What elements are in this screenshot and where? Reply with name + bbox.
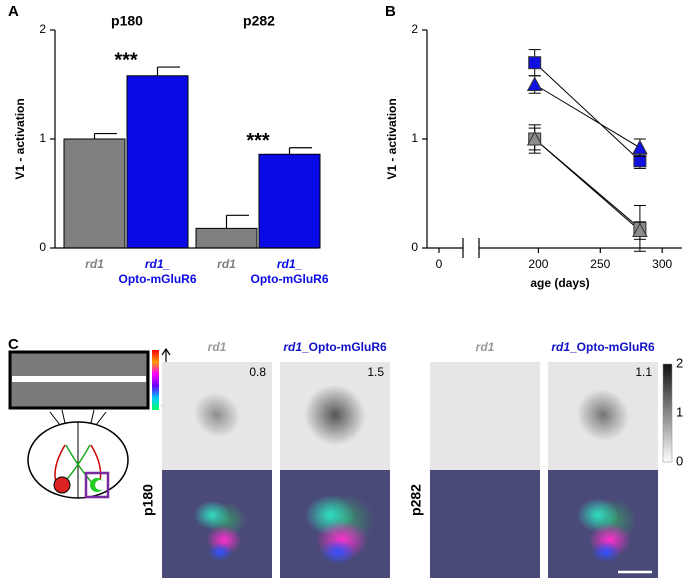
y-tick-label: 2 bbox=[411, 22, 418, 36]
image-title-strain: rd1 bbox=[283, 340, 302, 354]
series-line bbox=[534, 138, 641, 231]
series-line bbox=[534, 62, 641, 162]
response-blob bbox=[193, 392, 241, 438]
panel-label: C bbox=[8, 336, 19, 353]
peak-label: 1.1 bbox=[635, 365, 652, 379]
panel-label: A bbox=[8, 3, 19, 20]
bar bbox=[63, 138, 126, 249]
image-title: rd1_Opto-mGluR6 bbox=[551, 340, 655, 354]
colorbar-tick-label: 0 bbox=[676, 453, 683, 468]
panel-label: B bbox=[385, 3, 396, 20]
phase-blob bbox=[591, 541, 621, 563]
image-title: rd1 bbox=[208, 340, 227, 354]
y-axis-label: V1 - activation bbox=[385, 98, 399, 179]
bar bbox=[126, 75, 189, 249]
y-tick-label: 0 bbox=[411, 240, 418, 254]
y-tick-label: 1 bbox=[39, 131, 46, 145]
bar-label: rd1_ bbox=[145, 257, 171, 271]
image-title-strain: rd1 bbox=[551, 340, 570, 354]
marker bbox=[526, 130, 543, 146]
significance: *** bbox=[114, 49, 138, 71]
group-title: p180 bbox=[111, 13, 143, 29]
image-title-strain: rd1 bbox=[208, 340, 227, 354]
bar bbox=[195, 227, 258, 249]
marker bbox=[528, 56, 542, 70]
x-tick-label: 0 bbox=[436, 257, 443, 271]
phase-blob bbox=[207, 543, 233, 561]
image-title: rd1_Opto-mGluR6 bbox=[283, 340, 387, 354]
peak-label: 0.8 bbox=[249, 365, 266, 379]
marker bbox=[632, 222, 648, 238]
bar-label: rd1 bbox=[217, 257, 236, 271]
response-blob bbox=[576, 389, 630, 441]
image-title-strain: rd1 bbox=[476, 340, 495, 354]
bar-label: rd1_ bbox=[277, 257, 303, 271]
row-label: p282 bbox=[408, 484, 424, 516]
colorbar bbox=[662, 363, 673, 463]
colorbar-tick-label: 2 bbox=[676, 355, 683, 370]
bar bbox=[258, 153, 321, 249]
row-label: p180 bbox=[140, 484, 156, 516]
peak-label: 1.5 bbox=[367, 365, 384, 379]
response-map bbox=[430, 362, 540, 470]
bar-sublabel: Opto-mGluR6 bbox=[119, 272, 197, 286]
phase-blob bbox=[320, 539, 356, 565]
image-title: rd1 bbox=[476, 340, 495, 354]
series-line bbox=[534, 84, 641, 149]
image-title-suffix: _Opto-mGluR6 bbox=[301, 340, 387, 354]
y-tick-label: 1 bbox=[411, 131, 418, 145]
bar-sublabel: Opto-mGluR6 bbox=[251, 272, 329, 286]
x-tick-label: 200 bbox=[528, 257, 548, 271]
marker bbox=[526, 76, 543, 91]
colorbar-tick-label: 1 bbox=[676, 404, 683, 419]
image-title-suffix: _Opto-mGluR6 bbox=[569, 340, 655, 354]
y-axis-label: V1 - activation bbox=[13, 98, 27, 179]
response-blob bbox=[304, 384, 366, 446]
y-tick-label: 0 bbox=[39, 240, 46, 254]
phase-blob bbox=[194, 500, 230, 530]
x-axis-label: age (days) bbox=[530, 276, 589, 290]
x-tick-label: 300 bbox=[652, 257, 672, 271]
x-tick-label: 250 bbox=[590, 257, 610, 271]
stimulus-sketch bbox=[8, 347, 171, 499]
significance: *** bbox=[246, 130, 270, 152]
bar-label: rd1 bbox=[85, 257, 104, 271]
phase-map bbox=[430, 470, 540, 578]
group-title: p282 bbox=[243, 13, 275, 29]
marker bbox=[632, 139, 648, 155]
y-tick-label: 2 bbox=[39, 22, 46, 36]
